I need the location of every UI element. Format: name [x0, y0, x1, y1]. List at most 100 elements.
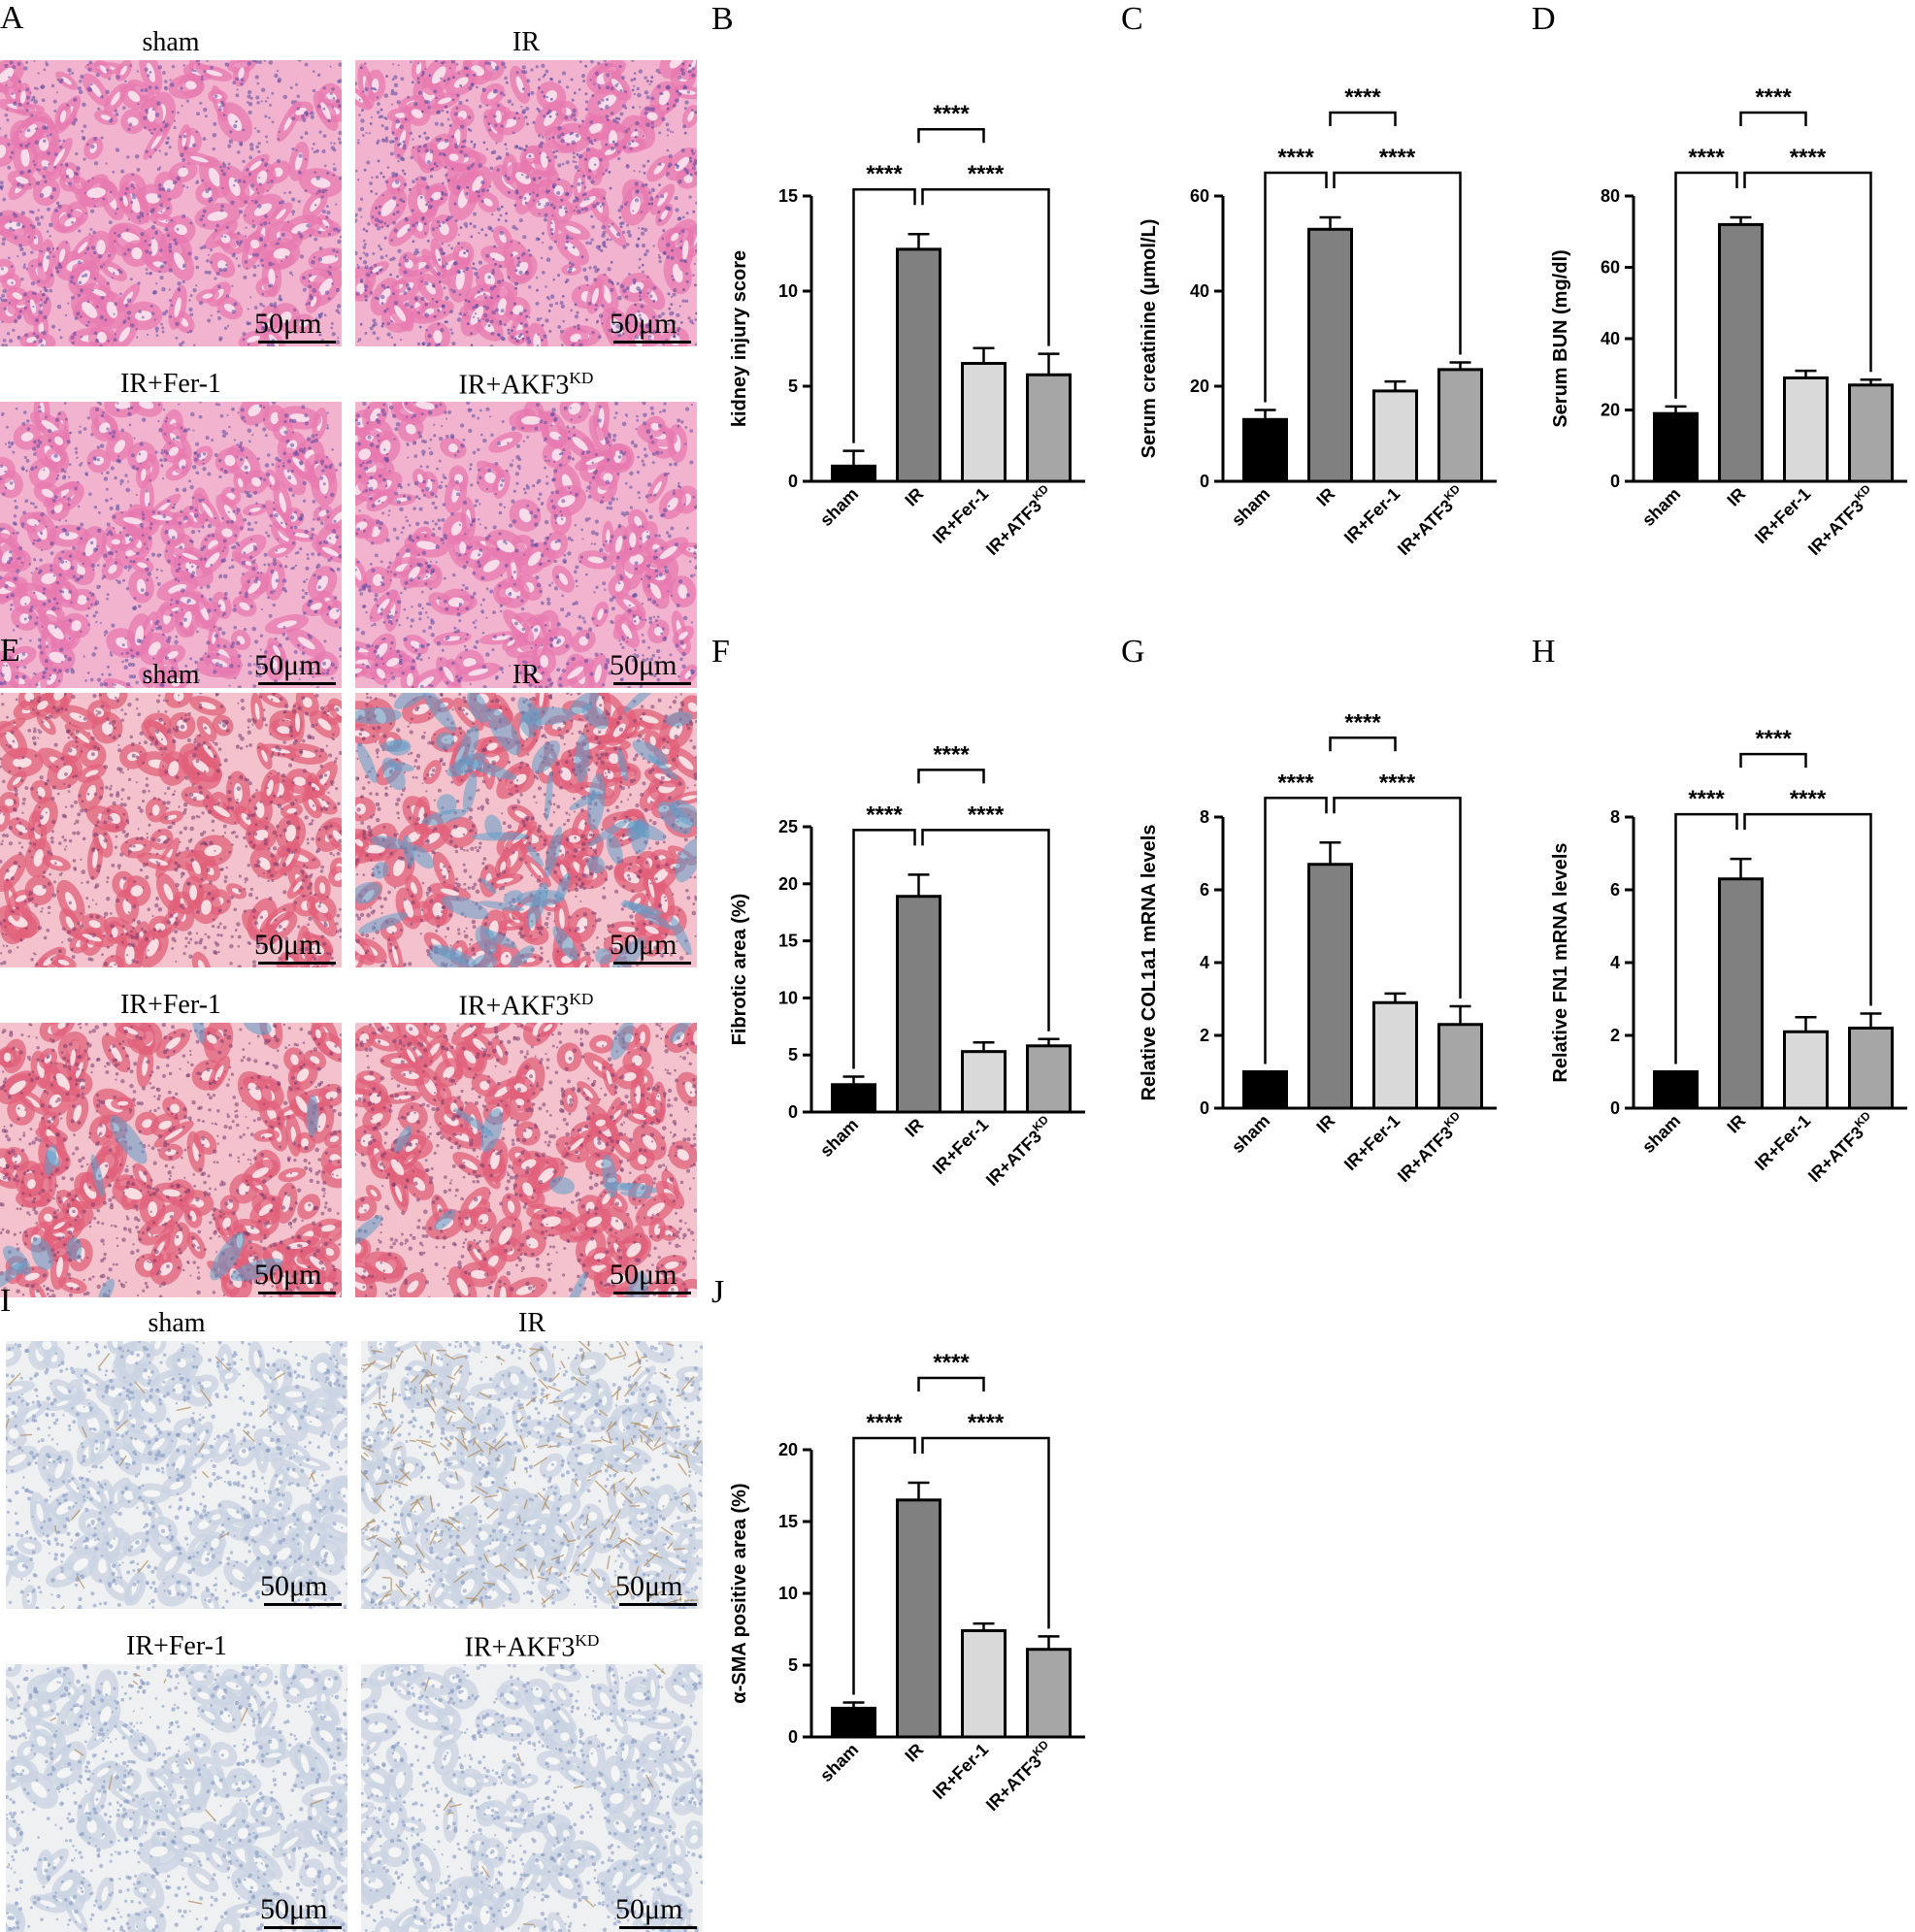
- bar-2: [1785, 1031, 1828, 1108]
- y-tick-label: 10: [778, 988, 798, 1007]
- y-tick-label: 40: [1601, 329, 1620, 348]
- bar-0: [1244, 419, 1287, 481]
- panel-letter-h: H: [1532, 634, 1556, 670]
- x-tick-label: sham: [1228, 484, 1273, 530]
- significance-label: ****: [933, 101, 970, 127]
- error-bar-2: [974, 348, 995, 364]
- significance-label: ****: [1277, 770, 1314, 796]
- error-bar-1: [1320, 217, 1341, 229]
- x-tick-label: IR: [1723, 1111, 1749, 1137]
- panel-letter-d: D: [1532, 1, 1556, 37]
- y-tick-label: 0: [788, 472, 798, 491]
- y-tick-label: 10: [778, 1584, 798, 1603]
- x-tick-label: sham: [1228, 1111, 1273, 1157]
- bar-1: [1720, 879, 1763, 1108]
- x-tick-label: sham: [816, 484, 862, 530]
- y-tick-label: 5: [788, 377, 798, 396]
- significance-label: ****: [968, 161, 1005, 187]
- error-bar-2: [1796, 1017, 1817, 1031]
- x-tick-label: sham: [816, 1115, 862, 1161]
- x-tick-label: sham: [816, 1740, 862, 1785]
- y-tick-label: 0: [788, 1727, 798, 1747]
- error-bar-1: [908, 1483, 930, 1500]
- x-tick-label: IR+ATF3KD: [1802, 1108, 1880, 1186]
- y-tick-label: 0: [1610, 472, 1620, 491]
- y-axis-label: α-SMA positive area (%): [729, 1483, 750, 1703]
- bar-1: [1720, 224, 1763, 481]
- scale-bar-label: 50μm: [260, 1893, 327, 1926]
- bar-3: [1850, 385, 1893, 481]
- bar-2: [963, 363, 1006, 481]
- y-tick-label: 0: [788, 1102, 798, 1122]
- significance-label: ****: [1688, 786, 1725, 812]
- significance-label: ****: [866, 161, 903, 187]
- y-tick-label: 6: [1200, 880, 1209, 900]
- y-tick-label: 5: [788, 1045, 798, 1064]
- x-tick-label: IR: [1312, 1111, 1338, 1137]
- x-tick-label: IR+Fer-1: [929, 484, 992, 547]
- bar-0: [1244, 1072, 1287, 1109]
- panel-letter-c: C: [1121, 1, 1143, 37]
- significance-label: ****: [866, 802, 903, 828]
- x-tick-label: IR+ATF3KD: [1392, 1108, 1469, 1186]
- bar-0: [1655, 413, 1698, 481]
- bar-0: [833, 1708, 875, 1737]
- y-axis-label: Fibrotic area (%): [729, 894, 750, 1046]
- y-tick-label: 2: [1610, 1026, 1620, 1045]
- panel-letter-b: B: [711, 1, 734, 37]
- y-axis-label: kidney injury score: [729, 250, 750, 427]
- y-tick-label: 20: [1190, 377, 1209, 396]
- y-axis-label: Serum creatinine (μmol/L): [1139, 219, 1160, 459]
- significance-label: ****: [1755, 726, 1792, 752]
- y-tick-label: 60: [1601, 258, 1620, 278]
- scale-bar-label: 50μm: [615, 1893, 682, 1926]
- error-bar-3: [1039, 1636, 1060, 1649]
- bar-1: [898, 897, 941, 1112]
- y-tick-label: 0: [1200, 1098, 1209, 1118]
- bar-2: [1374, 1002, 1417, 1108]
- bar-3: [1439, 370, 1482, 481]
- x-tick-label: sham: [1638, 1111, 1684, 1157]
- bar-2: [963, 1630, 1006, 1737]
- bar-3: [1028, 375, 1071, 481]
- panel-letter-j: J: [711, 1274, 724, 1310]
- significance-label: ****: [1379, 770, 1416, 796]
- bar-3: [1028, 1650, 1071, 1737]
- significance-label: ****: [968, 802, 1005, 828]
- x-tick-label: IR: [1723, 484, 1749, 510]
- bar-3: [1028, 1046, 1071, 1112]
- significance-label: ****: [1379, 145, 1416, 171]
- bar-2: [963, 1052, 1006, 1112]
- error-bar-0: [843, 451, 865, 467]
- y-tick-label: 8: [1200, 807, 1209, 827]
- bar-1: [1309, 865, 1352, 1108]
- y-tick-label: 10: [778, 281, 798, 301]
- y-tick-label: 15: [778, 186, 798, 206]
- significance-label: ****: [1344, 709, 1381, 736]
- bar-1: [898, 249, 941, 481]
- y-axis-label: Serum BUN (mg/dl): [1550, 249, 1571, 427]
- x-tick-label: IR: [901, 484, 927, 510]
- x-tick-label: IR: [901, 1115, 927, 1141]
- y-tick-label: 80: [1601, 186, 1620, 206]
- x-tick-label: IR+Fer-1: [1751, 484, 1814, 547]
- y-tick-label: 8: [1610, 807, 1620, 827]
- error-bar-1: [908, 874, 930, 896]
- x-tick-label: IR: [901, 1740, 927, 1766]
- bar-1: [898, 1500, 941, 1737]
- scale-bar: [264, 1926, 342, 1929]
- significance-label: ****: [968, 1410, 1005, 1436]
- y-tick-label: 60: [1190, 186, 1209, 206]
- panel-letter-g: G: [1121, 634, 1145, 670]
- x-tick-label: IR+ATF3KD: [1392, 481, 1469, 559]
- significance-label: ****: [933, 1350, 970, 1376]
- significance-label: ****: [866, 1410, 903, 1436]
- x-tick-label: IR: [1312, 484, 1338, 510]
- error-bar-3: [1450, 1006, 1471, 1025]
- y-tick-label: 25: [778, 817, 798, 836]
